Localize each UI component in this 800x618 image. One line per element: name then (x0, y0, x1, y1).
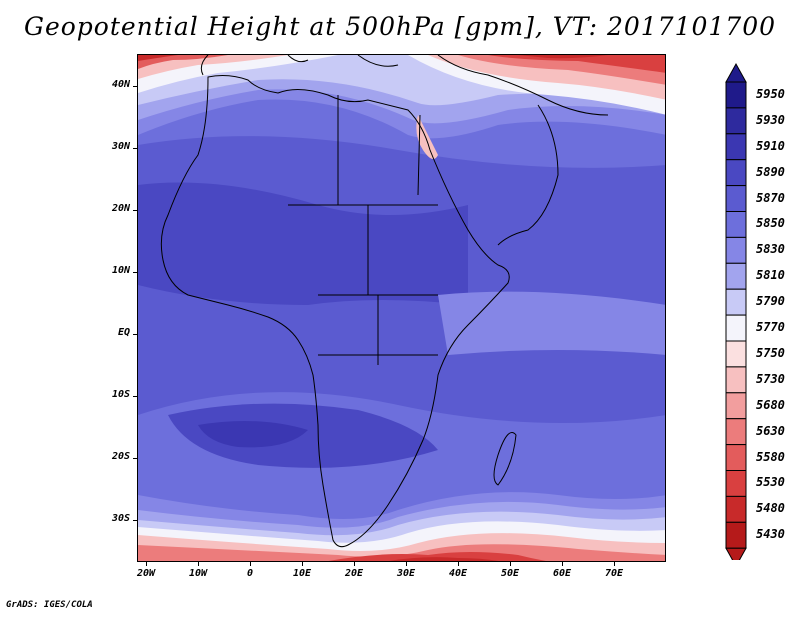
colorbar-label: 5530 (756, 475, 785, 490)
lat-tick (133, 86, 137, 87)
field-core (198, 421, 308, 448)
colorbar-label: 5890 (756, 164, 785, 179)
lon-label: 10E (292, 568, 312, 579)
lat-label: 20S (111, 451, 130, 462)
lon-tick (354, 562, 355, 566)
colorbar-bottom-arrow (725, 547, 747, 560)
geopotential-height-map (137, 54, 666, 562)
colorbar-label: 5790 (756, 294, 785, 309)
lat-tick (133, 272, 137, 273)
colorbar-label: 5950 (756, 86, 785, 101)
lon-tick (458, 562, 459, 566)
lat-label: 20N (111, 203, 130, 214)
colorbar-segment (725, 262, 747, 290)
colorbar-label: 5830 (756, 242, 785, 257)
coastlines (160, 55, 609, 548)
colorbar-segment (725, 495, 747, 523)
lat-label: 30N (111, 141, 130, 152)
lat-label: EQ (117, 327, 130, 338)
colorbar-segment (725, 521, 747, 549)
colorbar-segment (725, 236, 747, 264)
colorbar-label: 5750 (756, 345, 785, 360)
colorbar-segment (725, 392, 747, 420)
lon-label: 20E (344, 568, 364, 579)
lon-label: 20W (136, 568, 156, 579)
colorbar-segment (725, 133, 747, 161)
colorbar-label: 5630 (756, 423, 785, 438)
colorbar (725, 62, 747, 560)
colorbar-label: 5430 (756, 527, 785, 542)
lat-label: 10S (111, 389, 130, 400)
lon-label: 50E (500, 568, 520, 579)
map-title: Geopotential Height at 500hPa [gpm], VT:… (23, 12, 777, 41)
colorbar-label: 5910 (756, 138, 785, 153)
lon-label: 30E (396, 568, 416, 579)
colorbar-segment (725, 185, 747, 212)
colorbar-label: 5580 (756, 449, 785, 464)
colorbar-segment (725, 366, 747, 394)
colorbar-segment (725, 314, 747, 342)
colorbar-label: 5680 (756, 397, 785, 412)
field-sahel (138, 182, 468, 305)
colorbar-segment (725, 444, 747, 472)
lon-label: 70E (604, 568, 624, 579)
lon-tick (614, 562, 615, 566)
colorbar-segment (725, 81, 747, 109)
colorbar-segment (725, 288, 747, 316)
lon-tick (510, 562, 511, 566)
colorbar-top-arrow (725, 62, 747, 83)
colorbar-segment (725, 211, 747, 238)
colorbar-segment (725, 159, 747, 187)
lon-tick (562, 562, 563, 566)
lon-label: 40E (448, 568, 468, 579)
lat-tick (133, 458, 137, 459)
lat-label: 30S (111, 513, 130, 524)
colorbar-segment (725, 470, 747, 497)
colorbar-label: 5850 (756, 216, 785, 231)
lon-tick (146, 562, 147, 566)
lon-label: 0 (246, 568, 254, 579)
footer-credit: GrADS: IGES/COLA (6, 600, 93, 610)
lat-label: 10N (111, 265, 130, 276)
lat-tick (133, 334, 137, 335)
lon-tick (198, 562, 199, 566)
colorbar-segment (725, 418, 747, 446)
lat-tick (133, 520, 137, 521)
colorbar-label: 5770 (756, 320, 785, 335)
lon-tick (302, 562, 303, 566)
colorbar-segment (725, 107, 747, 135)
colorbar-label: 5730 (756, 371, 785, 386)
colorbar-segment (725, 340, 747, 368)
colorbar-label: 5480 (756, 501, 785, 516)
field-indian-ocean (438, 291, 665, 355)
lon-label: 60E (552, 568, 572, 579)
lat-label: 40N (111, 79, 130, 90)
field-south-atlantic-high (168, 403, 438, 468)
colorbar-label: 5810 (756, 268, 785, 283)
lon-label: 10W (188, 568, 208, 579)
colorbar-label: 5870 (756, 190, 785, 205)
colorbar-label: 5930 (756, 112, 785, 127)
levant-anomaly (416, 115, 438, 159)
lon-tick (250, 562, 251, 566)
lat-tick (133, 396, 137, 397)
lon-tick (406, 562, 407, 566)
lat-tick (133, 210, 137, 211)
lat-tick (133, 148, 137, 149)
